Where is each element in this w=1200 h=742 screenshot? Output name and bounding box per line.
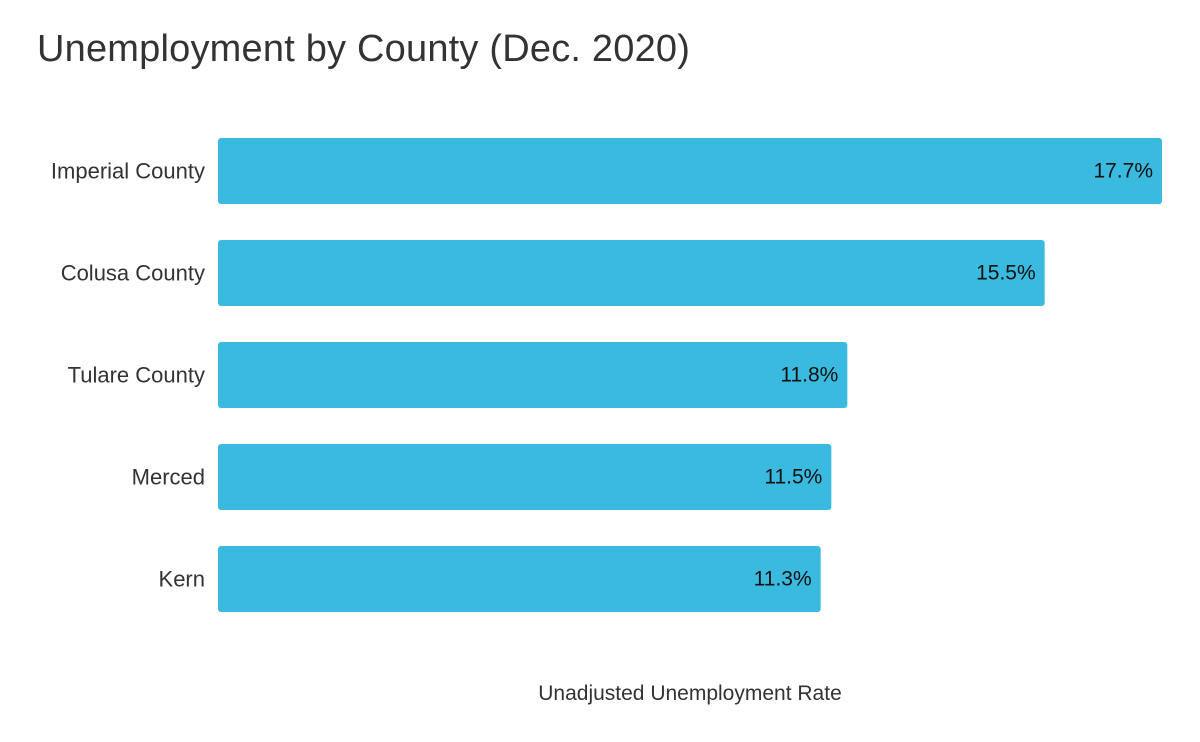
value-label: 11.8% xyxy=(780,364,838,387)
bars-layer xyxy=(218,138,1162,612)
value-label: 15.5% xyxy=(976,262,1036,285)
value-label: 11.3% xyxy=(754,568,812,591)
value-label: 11.5% xyxy=(764,466,822,489)
labels-layer: Imperial County 17.7% Colusa County 15.5% Tu… xyxy=(51,159,1153,592)
x-axis-label: Unadjusted Unemployment Rate xyxy=(538,682,842,705)
value-label: 17.7% xyxy=(1093,160,1153,183)
category-label: Colusa County xyxy=(61,261,205,286)
chart-title: Unemployment by County (Dec. 2020) xyxy=(37,28,691,70)
bar-kern xyxy=(218,546,821,612)
bar-imperial-county xyxy=(218,138,1162,204)
bar-tulare-county xyxy=(218,342,848,408)
category-label: Kern xyxy=(159,567,205,592)
category-label: Merced xyxy=(132,465,205,490)
category-label: Imperial County xyxy=(51,159,205,184)
bar-colusa-county xyxy=(218,240,1045,306)
bar-merced xyxy=(218,444,832,510)
category-label: Tulare County xyxy=(68,363,205,388)
